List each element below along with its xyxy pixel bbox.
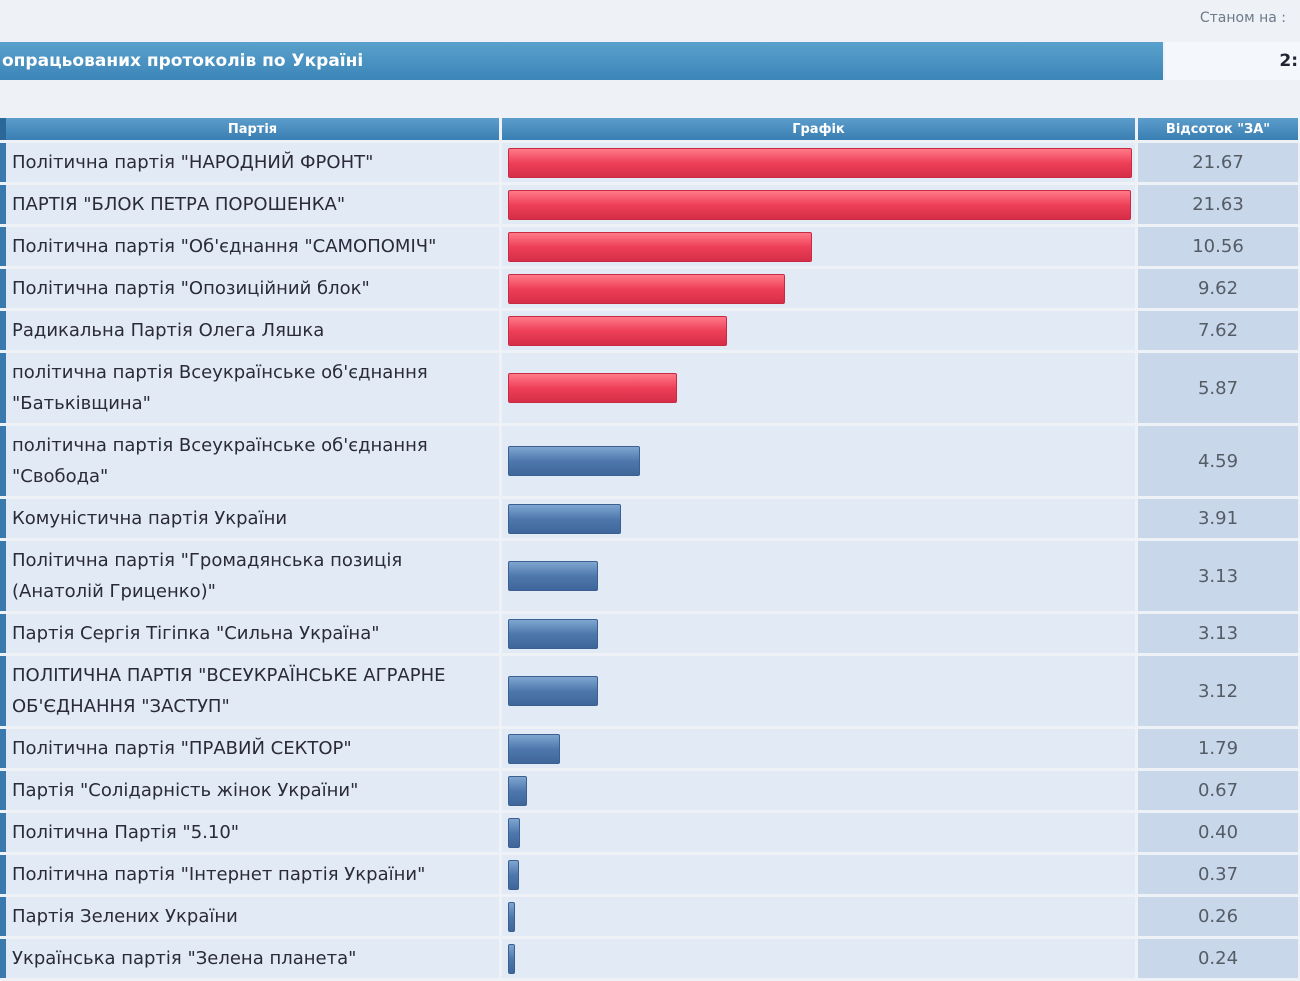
result-bar [508, 901, 515, 932]
table-row: ПАРТІЯ "БЛОК ПЕТРА ПОРОШЕНКА" 21.63 [0, 185, 1298, 224]
results-body: Політична партія "НАРОДНИЙ ФРОНТ" 21.67 ПА… [0, 143, 1298, 978]
party-name: Українська партія "Зелена планета" [0, 939, 499, 978]
bar-cell [502, 499, 1135, 538]
table-row: Політична партія "Об'єднання "САМОПОМІЧ"… [0, 227, 1298, 266]
party-name: політична партія Всеукраїнське об'єднанн… [0, 353, 499, 423]
bar-cell [502, 269, 1135, 308]
result-bar [508, 618, 598, 649]
party-name: Партія Зелених України [0, 897, 499, 936]
percent-value: 7.62 [1138, 311, 1298, 350]
bar-cell [502, 614, 1135, 653]
bar-cell [502, 855, 1135, 894]
result-bar [508, 503, 621, 534]
results-table: Партія Графік Відсоток "ЗА" Політична па… [0, 115, 1300, 981]
result-bar [508, 561, 598, 591]
percent-value: 9.62 [1138, 269, 1298, 308]
percent-value: 3.13 [1138, 614, 1298, 653]
party-name: Політична партія "Об'єднання "САМОПОМІЧ" [0, 227, 499, 266]
percent-value: 4.59 [1138, 426, 1298, 496]
bar-cell [502, 939, 1135, 978]
table-header-row: Партія Графік Відсоток "ЗА" [0, 118, 1298, 140]
percent-value: 1.79 [1138, 729, 1298, 768]
column-header-party[interactable]: Партія [0, 118, 499, 140]
table-row: Політична партія "НАРОДНИЙ ФРОНТ" 21.67 [0, 143, 1298, 182]
party-name: Політична партія "ПРАВИЙ СЕКТОР" [0, 729, 499, 768]
bar-cell [502, 426, 1135, 496]
column-header-percent[interactable]: Відсоток "ЗА" [1138, 118, 1298, 140]
percent-value: 21.63 [1138, 185, 1298, 224]
percent-value: 3.91 [1138, 499, 1298, 538]
table-row: ПОЛІТИЧНА ПАРТІЯ "ВСЕУКРАЇНСЬКЕ АГРАРНЕ … [0, 656, 1298, 726]
percent-value: 10.56 [1138, 227, 1298, 266]
bar-cell [502, 311, 1135, 350]
table-row: Українська партія "Зелена планета" 0.24 [0, 939, 1298, 978]
percent-value: 0.37 [1138, 855, 1298, 894]
bar-cell [502, 143, 1135, 182]
column-header-chart[interactable]: Графік [502, 118, 1135, 140]
party-name: Політична партія "Громадянська позиція (… [0, 541, 499, 611]
table-row: Політична Партія "5.10" 0.40 [0, 813, 1298, 852]
percent-value: 3.13 [1138, 541, 1298, 611]
table-row: Партія Сергія Тігіпка "Сильна Україна" 3.… [0, 614, 1298, 653]
table-row: політична партія Всеукраїнське об'єднанн… [0, 426, 1298, 496]
result-bar [508, 315, 727, 346]
result-bar [508, 733, 560, 764]
percent-value: 0.40 [1138, 813, 1298, 852]
party-name: Комуністична партія України [0, 499, 499, 538]
bar-cell [502, 813, 1135, 852]
result-bar [508, 775, 527, 806]
bar-cell [502, 656, 1135, 726]
table-row: політична партія Всеукраїнське об'єднанн… [0, 353, 1298, 423]
party-name: ПАРТІЯ "БЛОК ПЕТРА ПОРОШЕНКА" [0, 185, 499, 224]
result-bar [508, 373, 677, 403]
result-bar [508, 817, 520, 848]
party-name: ПОЛІТИЧНА ПАРТІЯ "ВСЕУКРАЇНСЬКЕ АГРАРНЕ … [0, 656, 499, 726]
result-bar [508, 189, 1131, 220]
party-name: Політична партія "Опозиційний блок" [0, 269, 499, 308]
processed-protocols-bar: опрацьованих протоколів по Україні [0, 42, 1163, 80]
percent-value: 0.24 [1138, 939, 1298, 978]
result-bar [508, 943, 515, 974]
result-bar [508, 676, 598, 706]
result-bar [508, 446, 640, 476]
bar-cell [502, 897, 1135, 936]
result-bar [508, 147, 1132, 178]
percent-value: 0.67 [1138, 771, 1298, 810]
party-name: Партія Сергія Тігіпка "Сильна Україна" [0, 614, 499, 653]
processed-protocols-value: 2: [1165, 42, 1300, 80]
result-bar [508, 859, 519, 890]
bar-cell [502, 729, 1135, 768]
percent-value: 0.26 [1138, 897, 1298, 936]
table-row: Комуністична партія України 3.91 [0, 499, 1298, 538]
table-row: Партія Зелених України 0.26 [0, 897, 1298, 936]
status-date-label: Станом на : [1199, 10, 1286, 26]
table-row: Політична партія "Інтернет партія Україн… [0, 855, 1298, 894]
result-bar [508, 231, 812, 262]
party-name: політична партія Всеукраїнське об'єднанн… [0, 426, 499, 496]
percent-value: 3.12 [1138, 656, 1298, 726]
party-name: Радикальна Партія Олега Ляшка [0, 311, 499, 350]
bar-cell [502, 771, 1135, 810]
table-row: Політична партія "Громадянська позиція (… [0, 541, 1298, 611]
party-name: Політична партія "НАРОДНИЙ ФРОНТ" [0, 143, 499, 182]
bar-cell [502, 541, 1135, 611]
result-bar [508, 273, 785, 304]
table-row: Політична партія "Опозиційний блок" 9.62 [0, 269, 1298, 308]
percent-value: 5.87 [1138, 353, 1298, 423]
party-name: Партія "Солідарність жінок України" [0, 771, 499, 810]
bar-cell [502, 353, 1135, 423]
percent-value: 21.67 [1138, 143, 1298, 182]
party-name: Політична партія "Інтернет партія Україн… [0, 855, 499, 894]
bar-cell [502, 227, 1135, 266]
bar-cell [502, 185, 1135, 224]
table-row: Партія "Солідарність жінок України" 0.67 [0, 771, 1298, 810]
table-row: Радикальна Партія Олега Ляшка 7.62 [0, 311, 1298, 350]
party-name: Політична Партія "5.10" [0, 813, 499, 852]
table-row: Політична партія "ПРАВИЙ СЕКТОР" 1.79 [0, 729, 1298, 768]
